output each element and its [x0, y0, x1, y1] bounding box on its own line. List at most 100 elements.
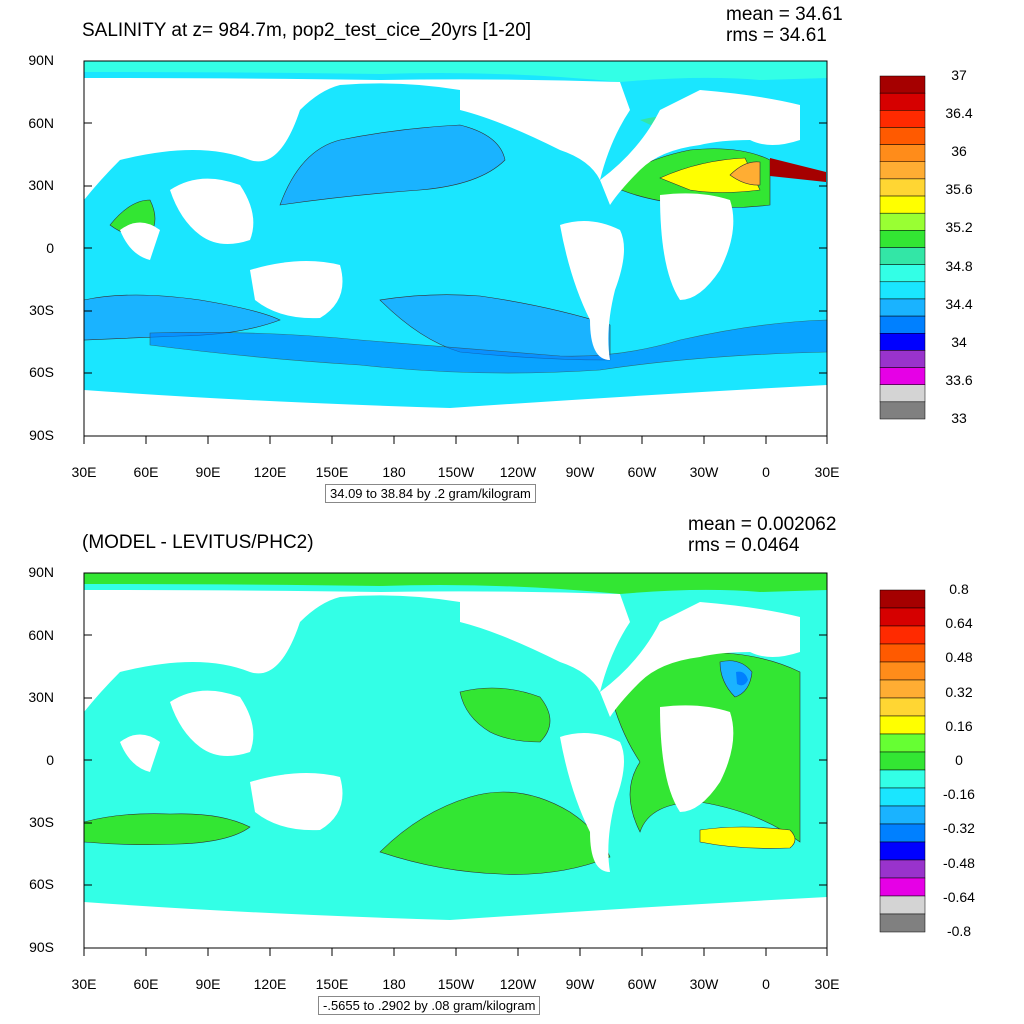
eurasia-north-america-land	[84, 590, 630, 712]
x-tick-label: 150W	[437, 464, 475, 480]
africa-land	[660, 705, 734, 812]
y-tick-label: 0	[46, 752, 54, 768]
colorbar-swatch	[879, 841, 926, 861]
x-tick-label: 150E	[315, 464, 349, 480]
antarctica-land	[84, 385, 827, 436]
africa-east-land	[120, 222, 160, 260]
south-atlantic-max	[699, 826, 796, 849]
x-tick-label: 120E	[253, 464, 287, 480]
colorbar-label: 36	[951, 143, 967, 160]
north-pacific-positive	[459, 687, 551, 743]
y-tick-label: 60N	[28, 627, 54, 643]
y-tick-label: 60S	[29, 876, 54, 892]
y-tick-label: 90S	[29, 427, 54, 443]
colorbar-label: 0.16	[945, 717, 973, 734]
colorbar-swatch	[879, 787, 926, 807]
colorbar-swatch	[879, 333, 926, 351]
australia-land	[250, 773, 343, 831]
south-america-land	[560, 733, 624, 872]
north-atlantic-negative	[719, 660, 753, 698]
x-tick-label: 90W	[565, 976, 595, 992]
colorbar-swatch	[879, 161, 926, 180]
difference-title: (MODEL - LEVITUS/PHC2)	[82, 532, 314, 553]
x-tick-label: 60E	[133, 464, 159, 480]
y-tick-label: 30S	[29, 302, 54, 318]
colorbar-swatch	[879, 697, 926, 717]
map-ticks	[83, 60, 828, 444]
x-tick-label: 30E	[814, 976, 840, 992]
colorbar-swatch	[879, 264, 926, 283]
difference-colorbar	[879, 589, 926, 933]
colorbar-swatch	[879, 92, 926, 111]
colorbar-swatch	[879, 877, 926, 897]
contour-info: -.5655 to .2902 by .08 gram/kilogram	[318, 996, 541, 1015]
eurasia-north-america-land	[84, 78, 630, 200]
colorbar-swatch	[879, 384, 926, 403]
india-land	[170, 690, 254, 756]
north-atlantic-min	[736, 671, 748, 686]
colorbar-label: 34.8	[945, 257, 973, 274]
colorbar-label: 36.4	[945, 105, 973, 122]
salinity-panel: SALINITY at z= 984.7m, pop2_test_cice_20…	[28, 4, 973, 503]
salinity-mean: mean = 34.61	[726, 4, 843, 25]
contour-info: 34.09 to 38.84 by .2 gram/kilogram	[325, 484, 536, 503]
colorbar-swatch	[879, 895, 926, 915]
x-tick-label: 180	[382, 464, 406, 480]
indian-positive	[83, 813, 251, 845]
colorbar-swatch	[879, 751, 926, 771]
colorbar-swatch	[879, 859, 926, 879]
x-tick-label: 0	[762, 464, 770, 480]
colorbar-swatch	[879, 230, 926, 248]
colorbar-label: 35.2	[945, 219, 973, 236]
southern-ocean-front	[149, 319, 828, 374]
mediterranean-outflow	[729, 161, 761, 186]
x-tick-label: 30E	[71, 976, 97, 992]
india-land	[170, 178, 254, 244]
difference-rms: rms = 0.0464	[688, 535, 800, 556]
salinity-rms: rms = 34.61	[726, 25, 827, 46]
colorbar-swatch	[879, 75, 926, 94]
x-tick-label: 30E	[71, 464, 97, 480]
colorbar-swatch	[879, 367, 926, 385]
colorbar-swatch	[879, 212, 926, 231]
antarctica-land	[84, 897, 827, 948]
colorbar-swatch	[879, 298, 926, 317]
colorbar-swatch	[879, 805, 926, 825]
colorbar-swatch	[879, 679, 926, 699]
australia-land	[250, 261, 343, 319]
indian-low-salinity	[83, 294, 281, 341]
x-tick-label: 0	[762, 976, 770, 992]
europe-land	[600, 602, 800, 717]
colorbar-swatch	[879, 315, 926, 334]
europe-land	[600, 90, 800, 205]
colorbar-swatch	[879, 127, 926, 145]
arctic-ocean	[84, 61, 827, 82]
x-tick-label: 90E	[195, 976, 221, 992]
arctic-ocean	[84, 573, 827, 594]
colorbar-swatch	[879, 913, 926, 933]
colorbar-swatch	[879, 195, 926, 214]
colorbar-label: 33	[951, 410, 967, 426]
map-ticks	[83, 634, 828, 956]
colorbar-swatch	[879, 350, 926, 368]
y-tick-label: 30N	[28, 177, 54, 193]
colorbar-label: -0.32	[943, 820, 975, 837]
x-tick-label: 120W	[499, 464, 537, 480]
colorbar-label: 33.6	[945, 371, 973, 388]
north-pacific-low-salinity	[279, 124, 506, 206]
salinity-map-svg	[83, 60, 926, 444]
africa-land	[660, 193, 734, 300]
x-tick-label: 90W	[565, 464, 595, 480]
colorbar-swatch	[879, 733, 926, 753]
colorbar-label: 34.4	[945, 295, 973, 312]
y-tick-label: 60S	[29, 364, 54, 380]
colorbar-label: 0	[955, 752, 963, 768]
x-tick-label: 180	[382, 976, 406, 992]
x-tick-label: 120E	[253, 976, 287, 992]
colorbar-label: 37	[951, 67, 967, 83]
colorbar-swatch	[879, 715, 926, 735]
x-tick-label: 150W	[437, 976, 475, 992]
y-tick-label: 90S	[29, 939, 54, 955]
colorbar-swatch	[879, 589, 926, 609]
x-tick-label: 90E	[195, 464, 221, 480]
